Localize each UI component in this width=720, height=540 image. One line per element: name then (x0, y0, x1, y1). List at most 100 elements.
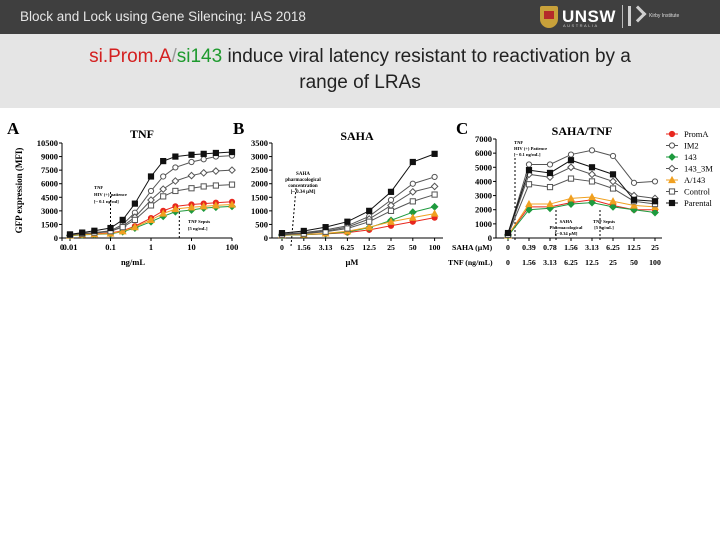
panel-a-point-im2-8 (172, 164, 179, 171)
panel-c-point-parental-7 (651, 198, 659, 205)
panel-b-point-a-143-7 (430, 209, 439, 217)
panel-b-letter: B (233, 119, 244, 138)
logo-divider (622, 5, 623, 28)
panel-c-y-tick-label: 2000 (475, 205, 492, 215)
panel-b-point-im2-7 (431, 173, 438, 181)
panel-b-point-143-3m-7 (430, 182, 439, 191)
panel-b-x-label: µM (346, 257, 359, 267)
panel-b-x-tick-label: 25 (387, 243, 395, 252)
legend-marker-im2 (668, 142, 676, 149)
panel-c-x-label-tnf: TNF (ng/mL) (448, 258, 493, 267)
panel-b-point-143-7 (430, 202, 439, 211)
panel-c-point-a-143-4 (588, 192, 596, 201)
panel-c-point-parental-3 (567, 157, 575, 164)
panel-b-x-tick-label: 12.5 (362, 243, 376, 252)
panel-c-annot-patients: HIV (+) Patience (514, 146, 547, 151)
panel-b-point-parental-1 (300, 227, 307, 235)
panel-a-annot-patients-conc: [~ 0.1 ng/ml] (94, 199, 119, 204)
panel-b-point-143-3m-5 (387, 201, 395, 210)
presentation-title: Block and Lock using Gene Silencing: IAS… (20, 9, 306, 24)
legend-marker-proma (668, 130, 676, 138)
panel-b-series-line-parental (281, 153, 435, 234)
panel-a-point-143-3m-10 (199, 168, 208, 177)
panel-a-x-tick-label: 0.1 (105, 242, 116, 252)
panel-c-annot-patients-conc: [~ 0.1 ng/mL] (514, 152, 541, 157)
panel-c-point-parental-1 (525, 167, 533, 174)
panel-b-x-tick-label: 1.56 (297, 243, 311, 252)
panel-a-y-tick-label: 3000 (41, 206, 58, 216)
panel-b-point-control-6 (409, 198, 416, 205)
panel-c-point-a-143-3 (567, 194, 575, 202)
panel-c-x-tick-label-saha: 0.39 (522, 243, 536, 252)
legend-label-143: 143 (684, 152, 697, 162)
panel-c-point-control-5 (609, 185, 617, 192)
panel-c-point-control-1 (525, 181, 533, 188)
panel-b-point-143-3m-6 (408, 187, 417, 196)
legend-label-proma: PromA (684, 129, 709, 139)
panel-c-annot-tnf: TNF (514, 140, 523, 145)
panel-a-title: TNF (130, 127, 154, 141)
panel-a-point-a-143-11 (211, 201, 220, 209)
panel-a-y-tick-label: 1500 (41, 219, 58, 229)
panel-c-series-line-a-143 (507, 196, 656, 236)
panel-c-point-143-1 (525, 205, 533, 214)
panel-c-point-im2-4 (588, 147, 596, 154)
panel-a-point-control-8 (172, 187, 179, 195)
legend-label-143-3m: 143_3M (684, 164, 713, 174)
panel-c-series-line-im2 (507, 149, 656, 234)
panel-a-point-a-143-6 (147, 215, 155, 224)
panel-b-y-tick-label: 3500 (251, 138, 268, 148)
panel-c-x-tick-label-saha: 0 (506, 243, 510, 252)
panel-a-x-label: ng/mL (121, 257, 145, 267)
panel-c-point-143-3m-4 (588, 170, 596, 179)
panel-a-y-tick-label: 4500 (41, 192, 58, 202)
panel-c-y-tick-label: 7000 (475, 134, 492, 144)
panel-c-point-a-143-1 (525, 199, 533, 208)
panel-a-x-tick-label: 100 (226, 242, 239, 252)
panel-b-y-tick-label: 500 (255, 219, 268, 229)
panel-a-point-parental-9 (188, 151, 195, 158)
panel-a-point-parental-10 (200, 150, 207, 157)
panel-b-x-tick-label: 3.13 (319, 243, 333, 252)
panel-c-point-a-143-2 (546, 199, 554, 208)
panel-c-point-143-5 (609, 202, 617, 211)
crest-icon (540, 6, 558, 28)
top-bar: Block and Lock using Gene Silencing: IAS… (0, 0, 720, 34)
panel-c-y-tick-label: 5000 (475, 162, 492, 172)
panel-c-series-line-143-3m (507, 166, 656, 235)
title-rest: induce viral latency resistant to reacti… (222, 46, 631, 67)
panel-c-x-tick-label-tnf: 50 (630, 258, 638, 267)
panel-c-x-tick-label-tnf: 12.5 (585, 258, 599, 267)
panel-b-point-im2-6 (409, 180, 416, 187)
panel-a-point-parental-2 (91, 227, 98, 234)
panel-c-y-tick-label: 6000 (475, 148, 492, 158)
panel-b-point-parental-7 (431, 150, 438, 157)
panel-a-point-control-9 (188, 185, 195, 192)
panel-c-annot-sepsis-conc: [5 ng/mL] (594, 225, 614, 230)
panel-c-point-parental-4 (588, 164, 596, 171)
panel-a-y-tick-label: 6000 (41, 179, 58, 189)
panel-a-letter: A (7, 119, 20, 138)
panel-a-x-tick-label: 0 (60, 242, 64, 252)
panel-a-x-tick-label: 1 (149, 242, 153, 252)
panel-b-annot-conc: concentration (288, 184, 318, 189)
unsw-logo: UNSW AUSTRALIA (540, 4, 616, 30)
panel-c-point-im2-6 (630, 179, 638, 186)
panel-b-series-line-a-143 (281, 213, 435, 236)
panel-c-y-tick-label: 1000 (475, 219, 492, 229)
panel-c-point-parental-5 (609, 171, 617, 178)
panel-c-point-143-3m-3 (567, 163, 575, 172)
panel-c-point-143-7 (651, 208, 659, 217)
panel-a-point-im2-10 (200, 156, 207, 163)
panel-c-x-tick-label-saha: 3.13 (585, 243, 599, 252)
panel-a-point-a-143-10 (199, 202, 208, 210)
panel-a-point-control-4 (119, 224, 126, 231)
panel-b-series-line-143-3m (281, 185, 435, 235)
panel-a-y-label: GFP expression (MFI) (14, 148, 24, 234)
kirby-k-icon (628, 6, 645, 26)
panel-a-point-143-3m-12 (228, 166, 236, 175)
title-line2: range of LRAs (299, 72, 421, 93)
panel-c-point-143-3 (567, 200, 575, 208)
legend-marker-parental (668, 199, 676, 207)
